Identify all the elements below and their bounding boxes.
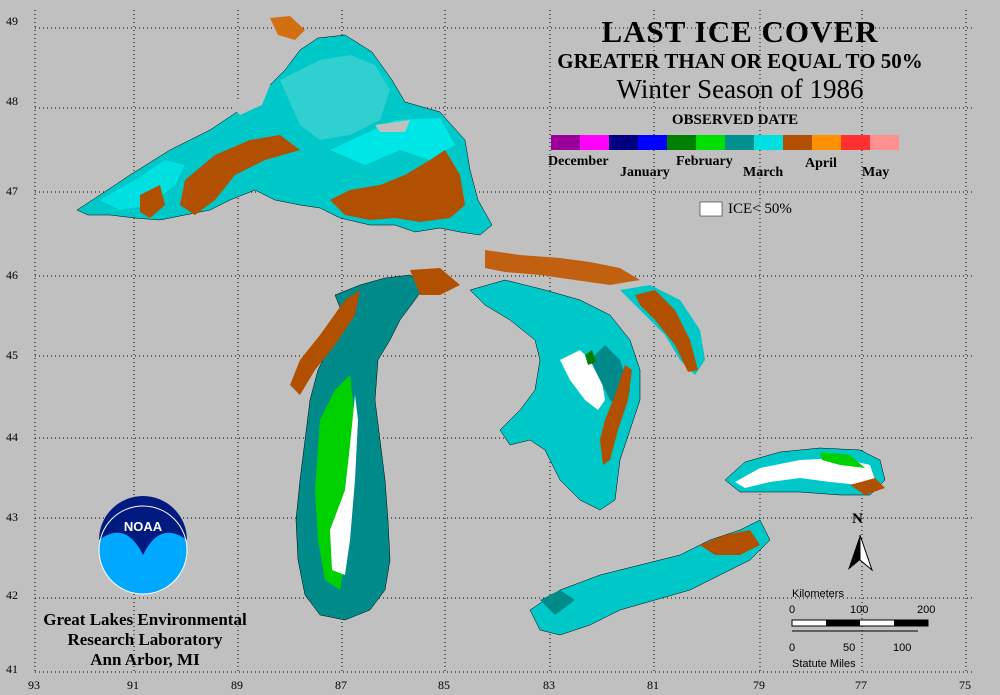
legend-label-february: February — [676, 154, 733, 169]
lon-label: 77 — [855, 678, 867, 692]
lon-label: 85 — [438, 678, 450, 692]
north-channel — [485, 250, 640, 285]
legend-swatch — [580, 135, 609, 150]
scale-mi-tick: 50 — [843, 642, 856, 654]
legend-heading: OBSERVED DATE — [671, 112, 799, 128]
ice-low-label: ICE< 50% — [728, 201, 792, 217]
lat-label: 41 — [6, 662, 18, 676]
legend-label-december: December — [548, 154, 609, 169]
lat-label: 47 — [6, 184, 18, 198]
lon-label: 93 — [28, 678, 40, 692]
legend-swatch — [783, 135, 812, 150]
scale-mi-tick: 0 — [789, 642, 796, 654]
agency-line-1: Great Lakes Environmental — [43, 610, 247, 629]
legend-color-bar — [551, 135, 899, 150]
legend-swatch — [841, 135, 870, 150]
legend-swatch — [609, 135, 638, 150]
lon-label: 79 — [753, 678, 765, 692]
lake-erie — [529, 519, 771, 636]
lake-huron — [469, 279, 705, 511]
lat-label: 45 — [6, 348, 18, 362]
ice-low-swatch — [699, 201, 723, 217]
north-arrow-icon — [848, 534, 874, 572]
legend-label-march: March — [743, 165, 784, 180]
lat-label: 48 — [6, 94, 18, 108]
noaa-logo — [98, 496, 188, 595]
agency-line-2: Research Laboratory — [67, 630, 223, 649]
lon-label: 87 — [335, 678, 347, 692]
lon-label: 83 — [543, 678, 555, 692]
scale-mi-label: Statute Miles — [792, 658, 856, 670]
legend-label-january: January — [620, 165, 670, 180]
lake-michigan — [290, 268, 460, 621]
scale-mi-tick: 100 — [893, 642, 912, 654]
legend-swatch — [812, 135, 841, 150]
lat-label: 44 — [6, 430, 18, 444]
lat-label: 42 — [6, 588, 18, 602]
title-line-1: LAST ICE COVER — [601, 14, 879, 49]
legend-swatch — [551, 135, 580, 150]
lat-label: 49 — [6, 14, 18, 28]
legend-swatch — [696, 135, 725, 150]
lon-label: 81 — [647, 678, 659, 692]
scale-km-tick: 200 — [917, 604, 936, 616]
title-line-2: GREATER THAN OR EQUAL TO 50% — [557, 49, 923, 73]
legend-label-may: May — [862, 165, 890, 180]
lat-label: 43 — [6, 510, 18, 524]
lon-label: 75 — [959, 678, 971, 692]
legend-swatch — [725, 135, 754, 150]
lon-label: 91 — [127, 678, 139, 692]
scale-km-tick: 100 — [850, 604, 869, 616]
lake-ontario — [724, 447, 886, 496]
lon-label: 89 — [231, 678, 243, 692]
title-line-3: Winter Season of 1986 — [616, 74, 864, 104]
legend-label-april: April — [805, 156, 837, 171]
north-label: N — [852, 511, 863, 527]
legend-swatch — [870, 135, 899, 150]
legend-swatch — [667, 135, 696, 150]
agency-line-3: Ann Arbor, MI — [90, 650, 200, 669]
scale-bar — [791, 619, 929, 632]
lat-label: 46 — [6, 268, 18, 282]
scale-km-label: Kilometers — [792, 588, 844, 600]
legend-swatch — [638, 135, 667, 150]
noaa-logo-text: NOAA — [123, 519, 163, 534]
lake-superior — [76, 16, 493, 236]
scale-km-tick: 0 — [789, 604, 796, 616]
legend-swatch — [754, 135, 783, 150]
